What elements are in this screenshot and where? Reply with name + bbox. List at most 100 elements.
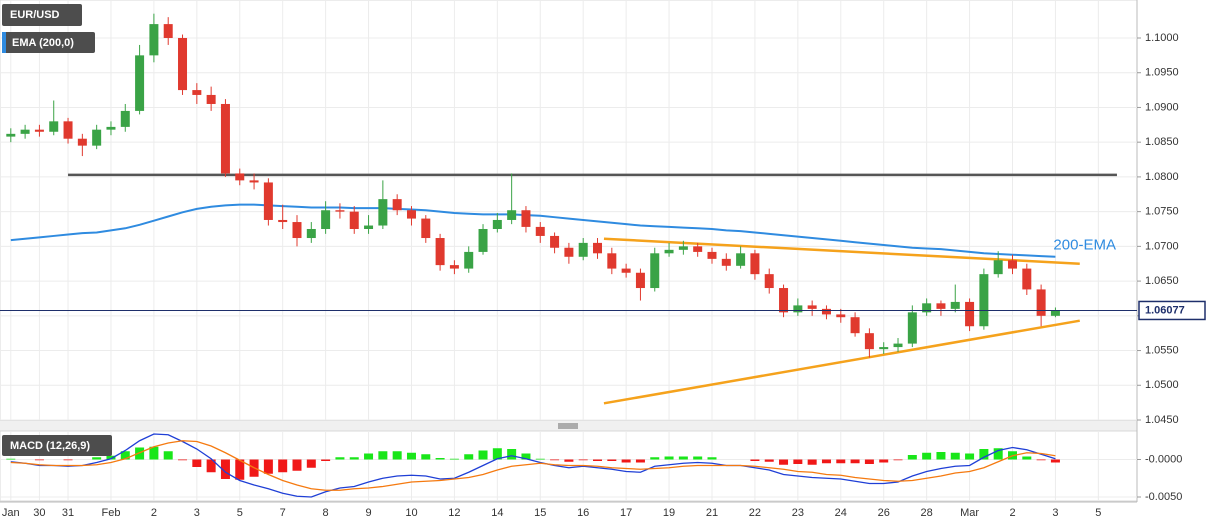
histogram-bar (1050, 459, 1060, 463)
candle-body (6, 133, 16, 137)
x-tick-label: 2 (1009, 507, 1015, 519)
candle-body (464, 251, 474, 269)
x-tick-label: Feb (101, 507, 120, 519)
x-tick-label: 5 (237, 507, 243, 519)
y-tick-label: 1.0800 (1145, 171, 1179, 183)
candle-body (49, 121, 59, 132)
candle-body (321, 210, 331, 229)
candle-body (664, 249, 674, 254)
y-tick-label: 1.0900 (1145, 101, 1179, 113)
candle-body (550, 235, 560, 248)
histogram-bar (950, 452, 960, 460)
y-tick-label: 1.0750 (1145, 206, 1179, 218)
histogram-bar (364, 453, 374, 460)
histogram-bar (550, 459, 560, 461)
histogram-bar (893, 459, 903, 461)
candle-body (77, 138, 87, 146)
histogram-bar (807, 459, 817, 465)
y-tick-label: 1.0450 (1145, 414, 1179, 426)
histogram-bar (650, 457, 660, 460)
symbol-badge (2, 4, 82, 26)
ema-line (10, 203, 1056, 258)
candle-body (63, 121, 73, 139)
histogram-bar (321, 459, 331, 461)
x-tick-label: 5 (1095, 507, 1101, 519)
x-tick-label: 21 (706, 507, 718, 519)
y-tick-label: 1.0850 (1145, 136, 1179, 148)
x-tick-label: 26 (878, 507, 890, 519)
candle-body (235, 173, 245, 181)
histogram-bar (693, 456, 703, 460)
x-tick-label: 7 (280, 507, 286, 519)
indicator-badge (2, 32, 95, 53)
candle-body (693, 246, 703, 252)
histogram-bar (764, 459, 774, 462)
histogram-bar (993, 448, 1003, 460)
candle-body (378, 199, 388, 226)
candle-body (707, 251, 717, 259)
main-panel (0, 0, 1138, 422)
candle-body (721, 258, 731, 266)
candle-body (206, 94, 216, 104)
candle-body (965, 301, 975, 327)
candle-body (807, 305, 817, 309)
macd-line (10, 440, 1056, 491)
histogram-bar (621, 459, 631, 463)
histogram-bar (63, 459, 73, 461)
histogram-bar (879, 459, 889, 463)
histogram-bar (92, 457, 102, 460)
histogram-bar (1036, 459, 1046, 461)
histogram-bar (521, 453, 531, 460)
histogram-bar (578, 459, 588, 461)
x-tick-label: 19 (663, 507, 675, 519)
candle-body (421, 218, 431, 239)
trend-line (603, 319, 1080, 405)
x-tick-label: 9 (365, 507, 371, 519)
histogram-bar (163, 451, 173, 460)
x-tick-label: 31 (62, 507, 74, 519)
candle-body (764, 274, 774, 289)
macd-badge (2, 435, 112, 456)
y-tick-label: 1.0550 (1145, 344, 1179, 356)
candle-body (406, 210, 416, 219)
candle-body (34, 129, 44, 132)
candle-body (950, 301, 960, 309)
plot-layer: 200-EMA (0, 0, 1137, 500)
candle-body (278, 219, 288, 223)
candle-body (564, 247, 574, 257)
histogram-bar (135, 447, 145, 460)
candle-body (1050, 310, 1060, 316)
x-tick-label: 16 (577, 507, 589, 519)
histogram-bar (564, 459, 574, 462)
histogram-bar (278, 459, 288, 473)
candle-body (192, 90, 202, 95)
x-tick-label: 28 (921, 507, 933, 519)
candle-body (249, 180, 259, 183)
candle-body (607, 253, 617, 269)
histogram-bar (907, 455, 917, 460)
candle-body (492, 219, 502, 229)
histogram-bar (378, 451, 388, 460)
separator-handle (558, 423, 578, 429)
indicator-swatch (2, 32, 6, 53)
histogram-bar (793, 459, 803, 464)
histogram-bar (449, 458, 459, 460)
histogram-bar (235, 459, 245, 480)
candle-body (535, 226, 545, 236)
histogram-bar (635, 459, 645, 463)
candle-body (1022, 268, 1032, 290)
candle-body (922, 303, 932, 313)
candle-body (1008, 260, 1017, 269)
candle-body (836, 314, 846, 318)
x-tick-label: 3 (1052, 507, 1058, 519)
histogram-bar (292, 459, 302, 471)
candle-body (120, 110, 130, 127)
x-tick-label: 17 (620, 507, 632, 519)
histogram-bar (149, 446, 159, 460)
candle-body (936, 303, 946, 309)
histogram-bar (779, 459, 789, 465)
x-tick-label: 24 (835, 507, 847, 519)
histogram-bar (864, 459, 874, 464)
candle-body (163, 24, 173, 38)
